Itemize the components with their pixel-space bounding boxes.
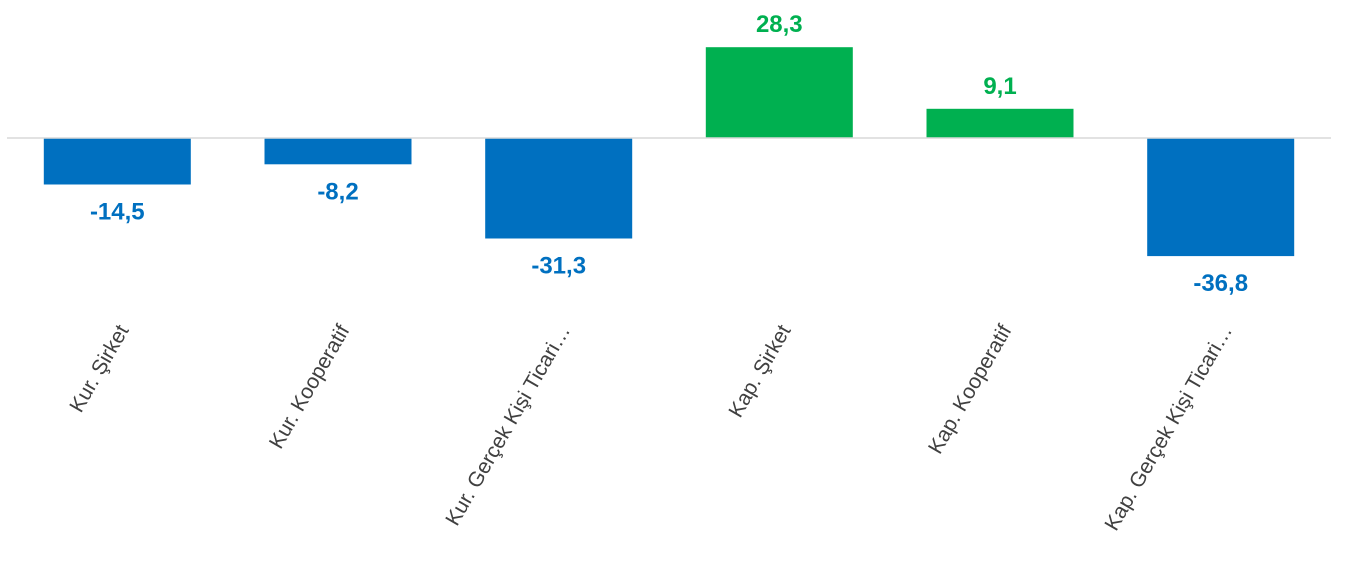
- bar: [926, 108, 1074, 138]
- bar: [1147, 138, 1295, 257]
- data-label: -36,8: [1193, 270, 1248, 297]
- value-labels-layer: -14,5 -8,2 -31,3 28,3 9,1 -36,8: [90, 11, 1248, 297]
- data-label: -14,5: [90, 199, 145, 226]
- category-tick-label: Kap. Kooperatif: [924, 321, 1016, 458]
- category-tick-label: Kur. Şirket: [65, 321, 133, 417]
- bar: [485, 138, 633, 239]
- bar: [705, 47, 853, 139]
- data-label: 28,3: [756, 11, 803, 38]
- category-tick-label: Kur. Gerçek Kişi Ticari…: [441, 321, 575, 530]
- category-labels-layer: Kur. Şirket Kur. Kooperatif Kur. Gerçek Ki…: [65, 321, 1237, 535]
- bars-layer: [43, 47, 1295, 257]
- category-tick-label: Kur. Kooperatif: [265, 321, 354, 453]
- bar: [264, 138, 412, 165]
- category-tick-label: Kap. Şirket: [724, 321, 795, 422]
- data-label: -31,3: [531, 253, 586, 280]
- data-label: 9,1: [983, 73, 1016, 100]
- data-label: -8,2: [317, 178, 358, 205]
- bar: [43, 138, 191, 185]
- category-tick-label: Kap. Gerçek Kişi Ticari…: [1100, 321, 1237, 535]
